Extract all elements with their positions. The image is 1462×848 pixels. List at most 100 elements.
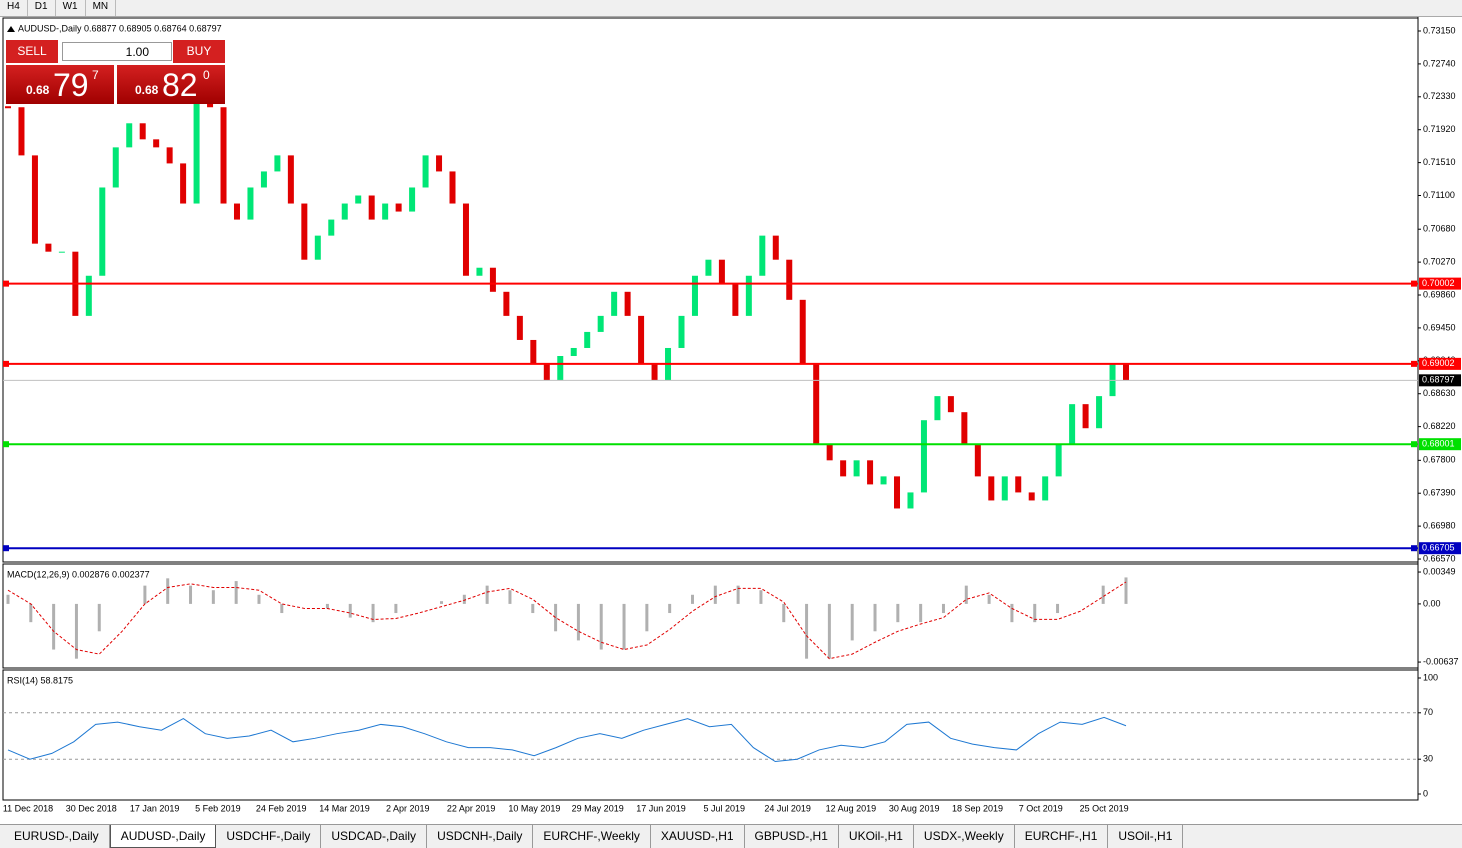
y-tick-label: 0.68630 xyxy=(1423,388,1456,398)
y-tick-label: 0.67390 xyxy=(1423,488,1456,498)
candle xyxy=(772,235,779,260)
level-handle xyxy=(1411,280,1417,287)
candle xyxy=(341,203,348,220)
candle xyxy=(530,339,537,365)
buy-price[interactable]: 0.68 82 0 xyxy=(117,65,225,104)
candle xyxy=(947,396,954,413)
candle xyxy=(1069,404,1076,445)
y-tick-label: -0.00637 xyxy=(1423,656,1459,666)
symbol-tabs: EURUSD-,Daily AUDUSD-,Daily USDCHF-,Daily U… xyxy=(0,824,1462,848)
lot-input[interactable]: 1.00 xyxy=(62,42,172,61)
candle xyxy=(139,123,146,140)
pane-title: MACD(12,26,9) 0.002876 0.002377 xyxy=(7,569,150,579)
buy-button[interactable]: BUY xyxy=(173,40,225,63)
price-pips: 82 xyxy=(162,67,198,103)
candle xyxy=(718,259,725,284)
symbol-tab[interactable]: USDCHF-,Daily xyxy=(216,825,322,848)
price-frac: 0 xyxy=(203,68,210,82)
y-tick-label: 0.69450 xyxy=(1423,322,1456,332)
sell-price[interactable]: 0.68 79 7 xyxy=(6,65,114,104)
candle xyxy=(516,315,523,340)
pane-title: AUDUSD-,Daily 0.68877 0.68905 0.68764 0.… xyxy=(18,23,222,33)
symbol-tab[interactable]: EURCHF-,H1 xyxy=(1015,825,1109,848)
candle xyxy=(570,347,577,357)
price-pips: 79 xyxy=(53,67,89,103)
price-big: 0.68 xyxy=(26,83,50,97)
candle xyxy=(759,235,766,276)
symbol-tab[interactable]: USDCAD-,Daily xyxy=(321,825,428,848)
candle xyxy=(880,476,887,485)
pane-frame xyxy=(2,563,1419,669)
candle xyxy=(920,420,927,493)
candle xyxy=(503,291,510,316)
candle xyxy=(260,171,267,188)
timeframe-bar: H4 D1 W1 MN xyxy=(0,0,1462,17)
candle xyxy=(274,155,281,172)
symbol-tab[interactable]: USDCNH-,Daily xyxy=(427,825,534,848)
candle xyxy=(287,155,294,204)
x-tick-label: 11 Dec 2018 xyxy=(3,803,53,813)
price-big: 0.68 xyxy=(135,83,159,97)
candle xyxy=(638,315,645,365)
symbol-tab[interactable]: XAUUSD-,H1 xyxy=(651,825,745,848)
candle xyxy=(382,203,389,220)
y-tick-label: 0.72330 xyxy=(1423,91,1456,101)
y-tick-label: 0.71920 xyxy=(1423,124,1456,134)
candle xyxy=(1082,404,1089,429)
candle xyxy=(153,139,160,148)
y-tick-label: 0.70270 xyxy=(1423,256,1456,266)
x-tick-label: 22 Apr 2019 xyxy=(447,803,496,813)
pane-frame xyxy=(2,669,1419,801)
symbol-tab[interactable]: EURUSD-,Daily xyxy=(4,825,110,848)
candle xyxy=(126,123,133,148)
candle xyxy=(409,187,416,212)
trade-panel: SELL 1.00 BUY 0.68 79 7 0.68 82 0 xyxy=(6,40,225,104)
candle xyxy=(961,412,968,445)
y-tick-label: 0.71510 xyxy=(1423,157,1456,167)
timeframe-button[interactable]: W1 xyxy=(56,0,86,16)
candle xyxy=(45,243,52,252)
y-tick-label: 0 xyxy=(1423,788,1428,798)
level-handle xyxy=(3,280,9,287)
x-tick-label: 24 Jul 2019 xyxy=(764,803,811,813)
candle xyxy=(853,460,860,477)
y-tick-label: 0.66570 xyxy=(1423,553,1456,563)
symbol-tab[interactable]: USOil-,H1 xyxy=(1108,825,1184,848)
timeframe-button[interactable]: H4 xyxy=(0,0,28,16)
pane-title: RSI(14) 58.8175 xyxy=(7,675,73,685)
candle xyxy=(193,83,200,204)
y-tick-label: 0.68220 xyxy=(1423,421,1456,431)
candle xyxy=(826,444,833,461)
current-price-tag xyxy=(1419,374,1461,387)
x-tick-label: 29 May 2019 xyxy=(572,803,624,813)
candle xyxy=(1055,444,1062,477)
symbol-tab[interactable]: UKOil-,H1 xyxy=(839,825,914,848)
level-handle xyxy=(1411,545,1417,552)
candle xyxy=(745,275,752,316)
symbol-tab[interactable]: AUDUSD-,Daily xyxy=(109,825,217,848)
candle xyxy=(31,155,38,244)
candle xyxy=(691,275,698,316)
sell-button[interactable]: SELL xyxy=(6,40,58,63)
timeframe-button[interactable]: D1 xyxy=(28,0,56,16)
title-arrow xyxy=(7,26,15,32)
symbol-tab[interactable]: GBPUSD-,H1 xyxy=(745,825,839,848)
x-tick-label: 17 Jan 2019 xyxy=(130,803,180,813)
timeframe-button[interactable]: MN xyxy=(86,0,117,16)
price-frac: 7 xyxy=(92,68,99,82)
level-handle xyxy=(1411,441,1417,448)
x-tick-label: 2 Apr 2019 xyxy=(386,803,430,813)
candle xyxy=(867,460,874,485)
symbol-tab[interactable]: EURCHF-,Weekly xyxy=(533,825,651,848)
candle xyxy=(1028,492,1035,501)
candle xyxy=(1001,476,1008,501)
candle xyxy=(705,259,712,276)
y-tick-label: 0.00349 xyxy=(1423,566,1456,576)
candle xyxy=(584,331,591,348)
symbol-tab[interactable]: USDX-,Weekly xyxy=(914,825,1015,848)
candle xyxy=(557,356,564,381)
level-handle xyxy=(3,360,9,367)
candle xyxy=(18,107,25,156)
candle xyxy=(934,396,941,421)
candle xyxy=(543,364,550,381)
